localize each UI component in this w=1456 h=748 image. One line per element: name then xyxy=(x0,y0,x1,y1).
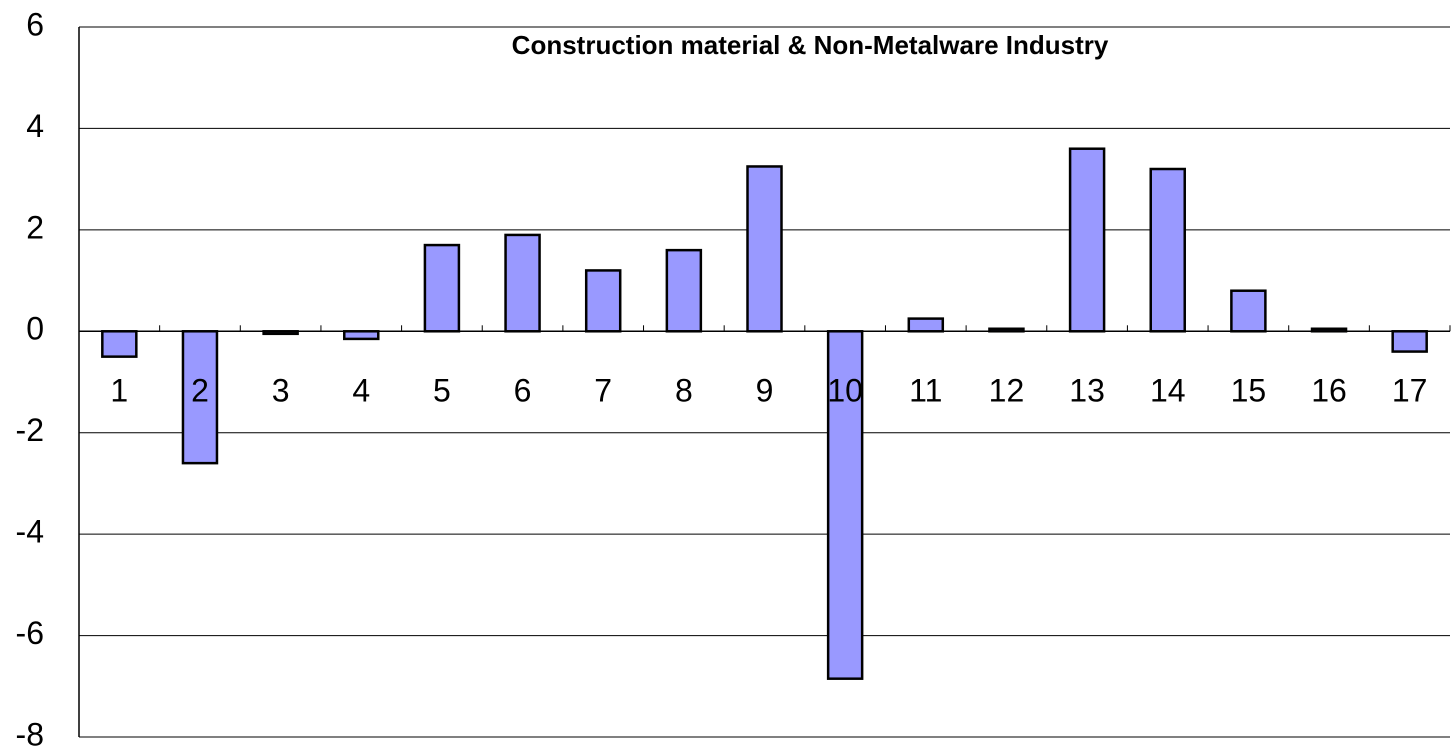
x-tick-label: 7 xyxy=(594,373,612,409)
y-tick-label: -8 xyxy=(16,716,44,748)
bar xyxy=(343,330,380,341)
bar xyxy=(1310,327,1348,333)
x-tick-label: 12 xyxy=(989,373,1025,409)
y-tick-label: 4 xyxy=(26,108,44,144)
bar xyxy=(423,243,461,333)
bar xyxy=(1149,167,1186,333)
x-tick-label: 10 xyxy=(827,373,863,409)
y-tick-label: -6 xyxy=(16,615,44,651)
y-tick-label: 6 xyxy=(26,6,44,42)
bar xyxy=(101,330,138,358)
bar xyxy=(584,269,622,333)
bar xyxy=(181,330,219,465)
x-tick-label: 15 xyxy=(1231,373,1267,409)
bar xyxy=(1068,147,1106,333)
bar xyxy=(504,233,541,333)
y-tick-label: 2 xyxy=(26,209,44,245)
y-tick-label: -4 xyxy=(16,514,44,550)
bar xyxy=(907,317,945,333)
x-tick-label: 9 xyxy=(756,373,774,409)
bar xyxy=(1230,289,1267,333)
bar xyxy=(988,327,1025,333)
bar xyxy=(262,330,299,336)
y-tick-label: 0 xyxy=(26,311,44,347)
x-tick-label: 4 xyxy=(352,373,370,409)
x-tick-label: 5 xyxy=(433,373,451,409)
x-tick-label: 14 xyxy=(1150,373,1186,409)
x-tick-label: 6 xyxy=(514,373,532,409)
x-tick-label: 3 xyxy=(272,373,290,409)
x-tick-label: 8 xyxy=(675,373,693,409)
x-tick-label: 11 xyxy=(909,373,942,409)
x-tick-label: 16 xyxy=(1311,373,1347,409)
x-tick-label: 1 xyxy=(110,373,128,409)
bar xyxy=(1391,330,1428,353)
chart-title: Construction material & Non-Metalware In… xyxy=(512,30,1109,60)
bar xyxy=(746,165,783,333)
bar xyxy=(826,330,864,680)
bar xyxy=(665,248,703,333)
x-tick-label: 13 xyxy=(1069,373,1105,409)
y-tick-label: -2 xyxy=(16,412,44,448)
x-tick-label: 17 xyxy=(1392,373,1428,409)
x-tick-label: 2 xyxy=(191,373,209,409)
